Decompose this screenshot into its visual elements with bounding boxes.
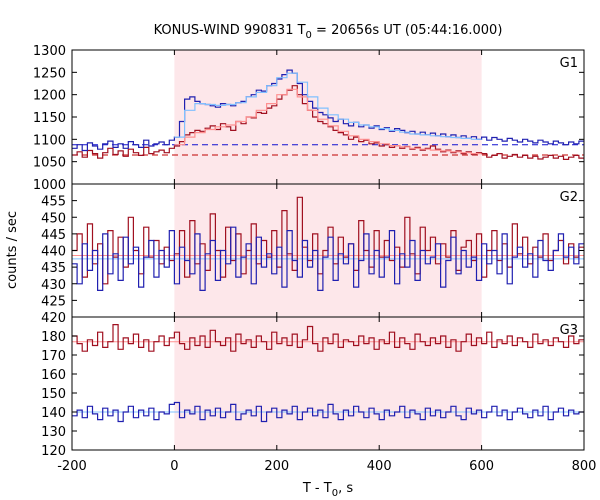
- y-tick-label: 450: [41, 211, 66, 226]
- y-tick-label: 1250: [33, 66, 66, 81]
- y-tick-label: 170: [41, 349, 66, 364]
- y-tick-label: 435: [41, 261, 66, 276]
- y-tick-label: 1200: [33, 89, 66, 104]
- x-tick-label: 400: [367, 459, 392, 474]
- x-tick-label: 0: [170, 459, 178, 474]
- y-tick-label: 1050: [33, 156, 66, 171]
- y-axis-label: counts / sec: [5, 211, 20, 289]
- x-tick-label: 800: [572, 459, 597, 474]
- y-tick-label: 1100: [33, 133, 66, 148]
- y-tick-label: 440: [41, 245, 66, 260]
- y-tick-label: 455: [41, 195, 66, 210]
- y-tick-label: 1150: [33, 111, 66, 126]
- x-tick-label: 600: [469, 459, 494, 474]
- x-tick-label: 200: [264, 459, 289, 474]
- highlight-interval: [174, 317, 482, 450]
- chart-title: KONUS-WIND 990831 T0 = 20656s UT (05:44:…: [154, 23, 503, 41]
- series-blue-series-g1: [72, 69, 584, 152]
- y-tick-label: 420: [41, 311, 66, 326]
- y-tick-label: 130: [41, 425, 66, 440]
- y-tick-label: 120: [41, 444, 66, 459]
- panel-g1: 1000 1050 1100 1150 1200 1250 1300 G1: [33, 44, 585, 193]
- panel-frame: [71, 316, 585, 451]
- series-red-series-g3: [72, 324, 584, 352]
- y-tick-label: 1300: [33, 44, 66, 59]
- panel-label: G1: [560, 56, 578, 71]
- x-axis-label: T - T0, s: [302, 481, 353, 499]
- series-blue-series-g2: [72, 226, 584, 291]
- panels-layer: 1000105011001150120012501300G14204254304…: [33, 44, 597, 474]
- series-blue-fit-g1: [174, 72, 482, 140]
- panel-label: G2: [560, 190, 578, 205]
- series-blue-series-g3: [72, 401, 584, 423]
- x-tick-label: -200: [57, 459, 87, 474]
- panel-label: G3: [560, 323, 578, 338]
- y-tick-label: 445: [41, 228, 66, 243]
- panel-g3: 120 130 140 150 160 170 180 G3: [41, 316, 585, 459]
- series-red-fit-g1: [174, 88, 482, 155]
- y-tick-label: 425: [41, 294, 66, 309]
- y-tick-label: 430: [41, 278, 66, 293]
- y-tick-label: 180: [41, 330, 66, 345]
- y-tick-label: 140: [41, 406, 66, 421]
- y-tick-label: 1000: [33, 178, 66, 193]
- y-tick-label: 160: [41, 368, 66, 383]
- y-tick-label: 150: [41, 387, 66, 402]
